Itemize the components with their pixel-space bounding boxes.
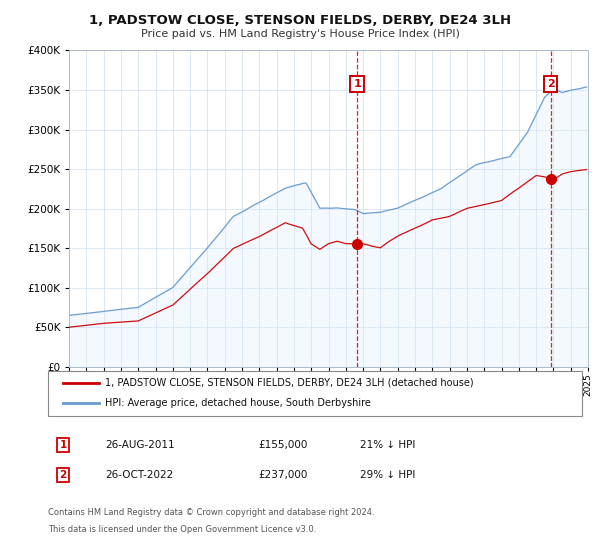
Text: Price paid vs. HM Land Registry's House Price Index (HPI): Price paid vs. HM Land Registry's House …: [140, 29, 460, 39]
Text: Contains HM Land Registry data © Crown copyright and database right 2024.: Contains HM Land Registry data © Crown c…: [48, 508, 374, 517]
Text: 2: 2: [547, 78, 554, 88]
Text: 21% ↓ HPI: 21% ↓ HPI: [360, 440, 415, 450]
Text: 1, PADSTOW CLOSE, STENSON FIELDS, DERBY, DE24 3LH: 1, PADSTOW CLOSE, STENSON FIELDS, DERBY,…: [89, 14, 511, 27]
Text: £237,000: £237,000: [258, 470, 307, 480]
Text: 2: 2: [59, 470, 67, 480]
Text: 1, PADSTOW CLOSE, STENSON FIELDS, DERBY, DE24 3LH (detached house): 1, PADSTOW CLOSE, STENSON FIELDS, DERBY,…: [105, 378, 473, 388]
Text: 1: 1: [353, 78, 361, 88]
Text: 29% ↓ HPI: 29% ↓ HPI: [360, 470, 415, 480]
Text: 26-OCT-2022: 26-OCT-2022: [105, 470, 173, 480]
Text: HPI: Average price, detached house, South Derbyshire: HPI: Average price, detached house, Sout…: [105, 398, 371, 408]
Text: 1: 1: [59, 440, 67, 450]
Text: £155,000: £155,000: [258, 440, 307, 450]
Text: 26-AUG-2011: 26-AUG-2011: [105, 440, 175, 450]
Text: This data is licensed under the Open Government Licence v3.0.: This data is licensed under the Open Gov…: [48, 525, 316, 534]
